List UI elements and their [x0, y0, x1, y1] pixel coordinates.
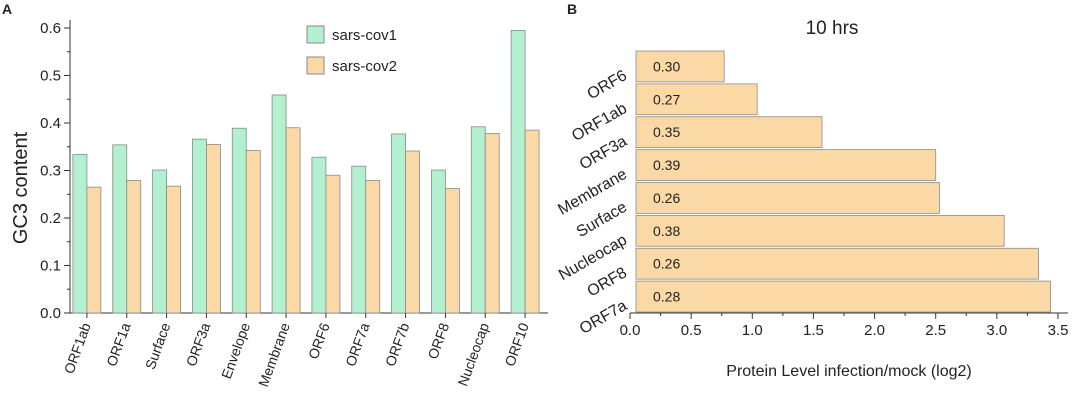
- bar-sars-cov1-orf7a: [351, 165, 367, 314]
- bar-sars-cov2-surface: [166, 185, 181, 314]
- bar-sars-cov1-envelope: [231, 127, 247, 314]
- panel-b-x-axis-label: Protein Level infection/mock (log2): [726, 363, 971, 380]
- bar-nucleocap: [635, 214, 1005, 247]
- bar-sars-cov2-orf7b: [405, 150, 420, 314]
- panel-a-legend: sars-cov1 sars-cov2: [306, 25, 397, 75]
- panel-b-x-tick-label: 2.0: [864, 322, 885, 339]
- bar-sars-cov1-orf7b: [391, 133, 406, 314]
- panel-b-category-label-orf6: ORF6: [585, 67, 631, 103]
- panel-b-x-tick-label: 1.5: [803, 322, 824, 339]
- legend-label-sars-cov1: sars-cov1: [332, 27, 397, 44]
- panel-b-x-tick-label: 3.0: [986, 322, 1007, 339]
- panel-a-x-tick-label-orf8: ORF8: [424, 320, 452, 361]
- bar-sars-cov2-orf6: [325, 174, 341, 314]
- panel-b-title: 10 hrs: [806, 18, 859, 39]
- data-label-orf3a: 0.35: [653, 124, 680, 140]
- panel-b-x-tick-label: 0.5: [681, 322, 702, 339]
- bar-sars-cov2-envelope: [245, 150, 261, 314]
- bar-sars-cov2-orf7a: [365, 180, 381, 314]
- data-label-orf7a: 0.28: [653, 289, 680, 305]
- bar-sars-cov1-membrane: [271, 94, 287, 314]
- data-label-orf1ab: 0.27: [653, 91, 680, 107]
- data-label-membrane: 0.39: [653, 157, 680, 173]
- bar-membrane: [635, 149, 937, 181]
- data-label-surface: 0.26: [653, 190, 680, 206]
- bar-sars-cov1-orf8: [431, 169, 446, 314]
- bar-orf3a: [635, 116, 823, 149]
- bar-orf7a: [635, 280, 1052, 313]
- legend-swatch-sars-cov1: [306, 25, 325, 44]
- bar-sars-cov2-orf10: [524, 129, 540, 314]
- panel-a-y-tick-label: 0.5: [40, 68, 61, 85]
- panel-b-label: B: [567, 1, 577, 17]
- panel-a-x-tick-label-surface: Surface: [142, 320, 174, 371]
- bar-sars-cov2-nucleocap: [484, 133, 500, 314]
- data-label-orf8: 0.26: [653, 256, 680, 272]
- panel-a-x-tick-label-orf7a: ORF7a: [342, 320, 373, 368]
- data-label-nucleocap: 0.38: [653, 223, 680, 239]
- bar-orf1ab: [635, 83, 758, 116]
- bar-orf6: [635, 50, 725, 83]
- data-label-orf6: 0.30: [653, 58, 680, 74]
- panel-a-label: A: [2, 1, 12, 17]
- bar-sars-cov1-orf6: [311, 156, 327, 314]
- panel-a-x-tick-label-orf3a: ORF3a: [183, 320, 214, 368]
- panel-a-x-tick-label-orf1a: ORF1a: [103, 320, 134, 368]
- bar-orf8: [635, 247, 1039, 280]
- legend-swatch-sars-cov2: [306, 56, 325, 75]
- panel-b-x-tick-label: 2.5: [925, 322, 946, 339]
- bar-sars-cov2-orf1ab: [86, 186, 102, 314]
- bar-sars-cov2-orf3a: [206, 143, 221, 314]
- panel-a-x-tick-label-orf7b: ORF7b: [382, 320, 413, 368]
- bar-sars-cov2-orf1a: [126, 180, 142, 314]
- legend-label-sars-cov2: sars-cov2: [332, 58, 397, 75]
- bar-sars-cov2-membrane: [285, 127, 301, 314]
- panel-a-y-tick-label: 0.0: [40, 305, 61, 322]
- panel-a-y-tick-label: 0.6: [40, 20, 61, 37]
- bar-surface: [635, 182, 940, 214]
- panel-b-x-tick-label: 0.0: [620, 322, 641, 339]
- panel-a-y-tick-label: 0.2: [40, 210, 61, 227]
- bar-sars-cov1-orf10: [510, 29, 526, 314]
- bar-sars-cov1-surface: [152, 169, 167, 314]
- panel-a-x-tick-label-orf6: ORF6: [305, 320, 333, 361]
- bar-sars-cov1-orf1ab: [72, 153, 88, 314]
- panel-b-x-tick-label: 3.5: [1048, 322, 1069, 339]
- panel-a-x-tick-label-orf10: ORF10: [501, 320, 532, 368]
- panel-a-y-axis-label: GC3 content: [10, 131, 32, 244]
- bar-sars-cov1-nucleocap: [470, 126, 486, 314]
- panel-b-category-label-orf8: ORF8: [585, 264, 631, 300]
- panel-a-chart: 0.0 0.1 0.2 0.3 0.4 0.5 0.6 ORF1ab ORF1a Surface O…: [40, 20, 548, 389]
- bar-sars-cov1-orf1a: [112, 144, 128, 314]
- panel-a-y-tick-label: 0.4: [40, 115, 61, 132]
- bar-sars-cov2-orf8: [445, 188, 460, 314]
- panel-a-x-tick-label-envelope: Envelope: [218, 320, 253, 381]
- panel-a-x-tick-label-nucleocap: Nucleocap: [454, 320, 492, 388]
- panel-a-y-tick-label: 0.1: [40, 258, 61, 275]
- panel-b-x-tick-label: 1.0: [742, 322, 763, 339]
- panel-a-x-tick-label-membrane: Membrane: [255, 320, 293, 389]
- panel-a-y-tick-label: 0.3: [40, 163, 61, 180]
- panel-a-x-tick-label-orf1ab: ORF1ab: [61, 320, 94, 375]
- bar-sars-cov1-orf3a: [192, 138, 207, 314]
